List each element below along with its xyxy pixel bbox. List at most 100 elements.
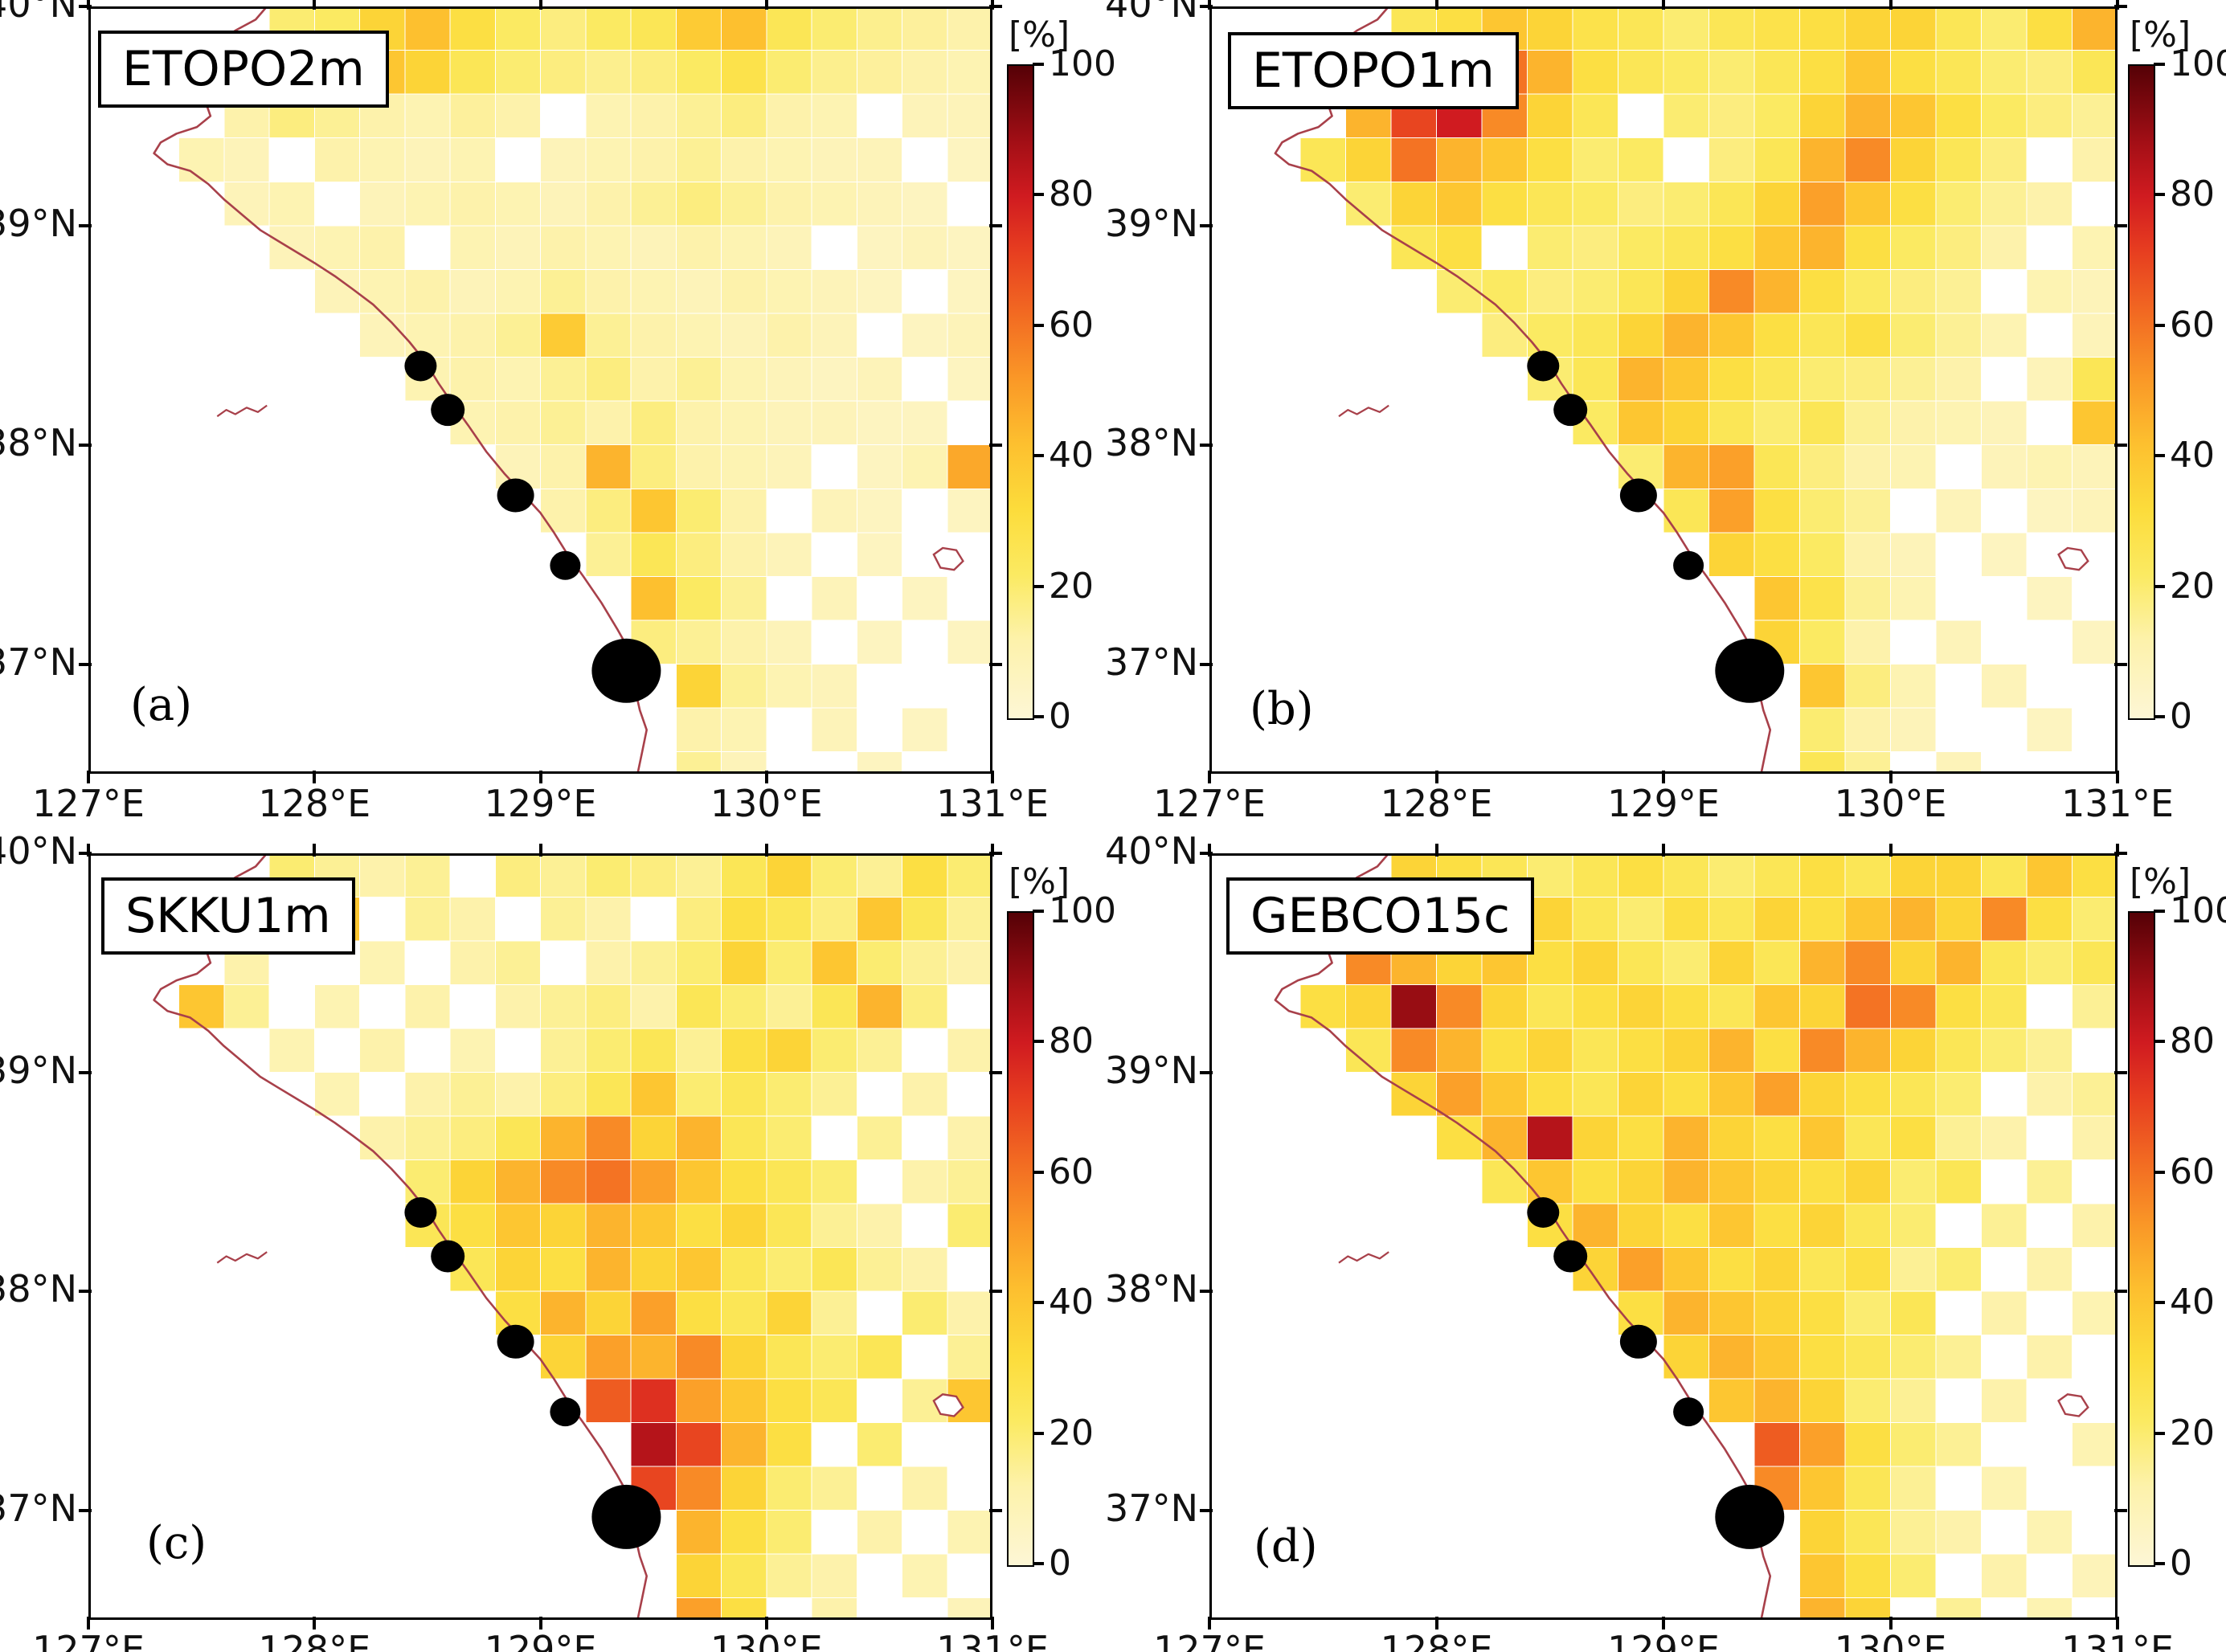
heat-cell (540, 1335, 587, 1380)
x-tick-label: 131°E (2061, 782, 2174, 825)
x-axis-tick (1208, 1617, 1211, 1630)
heat-cell (947, 313, 992, 358)
x-axis-tick (313, 1617, 317, 1630)
heat-cell (721, 1028, 767, 1073)
heat-cell (1708, 532, 1755, 578)
heat-cell (1527, 897, 1573, 942)
heat-cell (811, 707, 857, 753)
heat-cell (2072, 1422, 2118, 1467)
heat-cell (2072, 357, 2118, 402)
heat-cell (1844, 1553, 1891, 1599)
heat-cell (902, 707, 948, 753)
heat-cell (1753, 1203, 1800, 1249)
heat-cell (811, 268, 857, 314)
heat-cell (540, 853, 587, 898)
heat-cell (947, 620, 992, 665)
heat-cell (1663, 1028, 1709, 1073)
heat-cell (1618, 940, 1664, 985)
heat-cell (2026, 1597, 2073, 1620)
heat-cell (1844, 1072, 1891, 1117)
heat-cell (494, 400, 542, 446)
heat-cell (675, 1466, 722, 1511)
heat-cell (1890, 853, 1937, 898)
x-tick-label: 128°E (1380, 1628, 1493, 1652)
heat-cell (1753, 50, 1800, 95)
heat-cell (1663, 1072, 1709, 1117)
heat-cell (902, 444, 948, 489)
heat-cell (585, 137, 632, 182)
heat-cell (1981, 664, 2028, 709)
heat-cell (1844, 1597, 1891, 1620)
y-axis-tick-right (989, 852, 1002, 855)
heat-cell (1572, 357, 1618, 402)
x-axis-tick (2116, 1617, 2119, 1630)
x-tick-label: 127°E (1153, 782, 1266, 825)
heat-cell (766, 940, 812, 985)
heat-cell (1799, 1553, 1846, 1599)
heat-cell (2072, 940, 2118, 985)
heat-cell (721, 50, 767, 95)
x-axis-tick (87, 771, 90, 783)
heat-cell (404, 984, 451, 1029)
heat-cell (1572, 225, 1618, 270)
y-tick-label: 38°N (1105, 420, 1198, 464)
x-axis-tick-top (1662, 0, 1665, 10)
heat-cell (2072, 1203, 2118, 1249)
heat-cell (404, 313, 451, 358)
heat-cell (494, 313, 542, 358)
heat-cell (1663, 357, 1709, 402)
heat-cell (449, 137, 496, 182)
islets-path (216, 404, 268, 418)
x-tick-label: 129°E (484, 1628, 597, 1652)
heat-cell (2026, 1159, 2073, 1204)
heat-cell (1481, 984, 1528, 1029)
heat-cell (1753, 1290, 1800, 1336)
heat-cell (1572, 181, 1618, 227)
heat-cell (856, 50, 903, 95)
heat-cell (1708, 6, 1755, 51)
heat-cell (947, 6, 992, 51)
heat-cell (721, 181, 767, 227)
heat-cell (2072, 620, 2118, 665)
heat-cell (494, 1115, 542, 1161)
heat-cell (902, 50, 948, 95)
heat-cell (1572, 50, 1618, 95)
heat-cell (585, 532, 632, 578)
panel-a-letter: (a) (130, 679, 193, 731)
heat-cell (404, 268, 451, 314)
heat-cell (494, 268, 542, 314)
heat-cell (1572, 6, 1618, 51)
heat-cell (675, 181, 722, 227)
heat-cell (494, 1203, 542, 1249)
x-tick-label: 127°E (32, 782, 145, 825)
heat-cell (675, 940, 722, 985)
epicenter-dot (1673, 1397, 1704, 1427)
heat-cell (1436, 181, 1483, 227)
heat-cell (540, 488, 587, 534)
heat-cell (1799, 6, 1846, 51)
heat-cell (1844, 532, 1891, 578)
heat-cell (766, 1378, 812, 1424)
heat-cell (630, 268, 677, 314)
heat-cell (2072, 488, 2118, 534)
colorbar-c (1007, 911, 1034, 1567)
heat-cell (449, 181, 496, 227)
heat-cell (1345, 984, 1392, 1029)
colorbar-tick (2154, 584, 2165, 588)
colorbar-tick-label: 0 (2170, 696, 2192, 737)
heat-cell (766, 1159, 812, 1204)
heat-cell (1663, 1203, 1709, 1249)
heat-cell (2072, 268, 2118, 314)
colorbar-tick (2154, 1301, 2165, 1305)
heat-cell (630, 1422, 677, 1467)
colorbar-tick-label: 0 (2170, 1543, 2192, 1584)
heat-cell (902, 575, 948, 621)
heat-cell (449, 313, 496, 358)
colorbar-tick (1033, 323, 1044, 327)
x-axis-tick-top (991, 844, 994, 857)
heat-cell (721, 137, 767, 182)
heat-cell (856, 268, 903, 314)
epicenter-dot (404, 350, 437, 382)
heat-cell (1708, 1247, 1755, 1292)
heat-cell (1708, 313, 1755, 358)
